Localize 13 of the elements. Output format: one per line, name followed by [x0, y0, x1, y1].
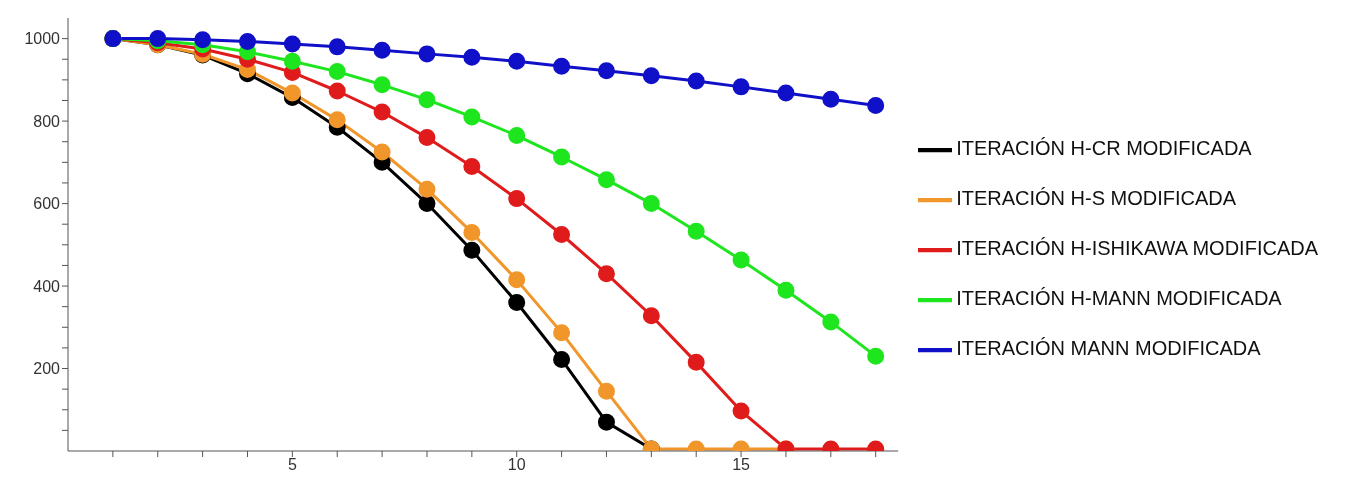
legend-label: ITERACIÓN H-S MODIFICADA	[956, 187, 1237, 209]
legend-label: ITERACIÓN H-CR MODIFICADA	[956, 137, 1252, 159]
legend-label: ITERACIÓN MANN MODIFICADA	[956, 337, 1261, 359]
y-tick-label: 1000	[24, 30, 61, 48]
y-tick-label: 800	[33, 112, 61, 130]
x-tick-label: 15	[732, 456, 751, 474]
legend-label: ITERACIÓN H-ISHIKAWA MODIFICADA	[956, 237, 1318, 259]
y-tick-label: 200	[33, 360, 61, 378]
legend-label: ITERACIÓN H-MANN MODIFICADA	[956, 287, 1282, 309]
y-tick-label: 400	[33, 277, 61, 295]
x-tick-label: 10	[507, 456, 526, 474]
x-tick-label: 5	[287, 456, 297, 474]
y-tick-label: 600	[33, 195, 61, 213]
